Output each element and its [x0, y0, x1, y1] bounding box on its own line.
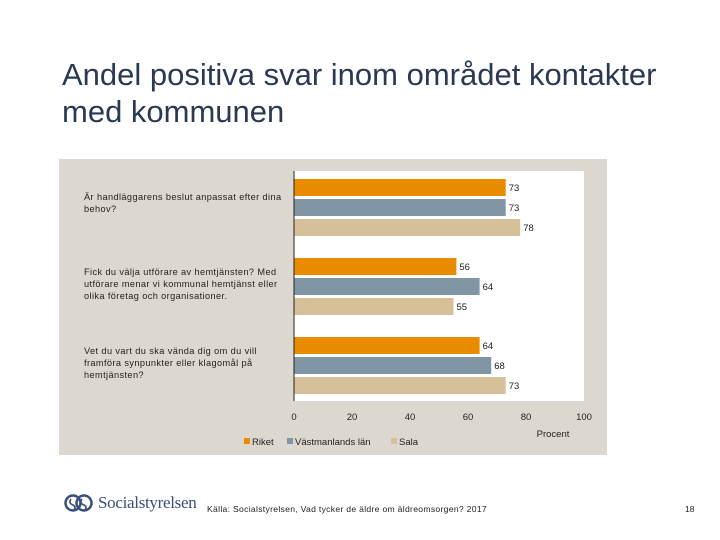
legend-swatch [391, 438, 397, 444]
data-label: 64 [483, 282, 494, 293]
category-label-2: Fick du välja utförare av hemtjänsten? M… [84, 267, 278, 301]
bar [294, 377, 506, 394]
bar [294, 278, 480, 295]
page-number: 18 [685, 504, 695, 514]
x-tick-label: 60 [463, 412, 474, 423]
bar [294, 258, 457, 275]
socialstyrelsen-logo: Socialstyrelsen [64, 490, 197, 516]
bar [294, 219, 521, 236]
legend-swatch [244, 438, 250, 444]
page-title: Andel positiva svar inom området kontakt… [62, 57, 657, 129]
x-tick-label: 100 [576, 412, 592, 423]
logo-emblem-icon [64, 494, 93, 512]
data-label: 73 [509, 183, 520, 194]
bar [294, 199, 506, 216]
x-axis-title: Procent [537, 429, 570, 440]
data-label: 68 [494, 361, 505, 372]
bar [294, 357, 492, 374]
legend-label: Västmanlands län [295, 437, 371, 448]
legend-label: Riket [252, 437, 274, 448]
bar [294, 179, 506, 196]
legend-swatch [287, 438, 293, 444]
source-note: Källa: Socialstyrelsen, Vad tycker de äl… [207, 504, 487, 514]
x-tick-label: 0 [291, 412, 296, 423]
data-label: 78 [523, 223, 534, 234]
chart-panel: Är handläggarens beslut anpassat efter d… [59, 159, 607, 455]
x-tick-label: 40 [405, 412, 416, 423]
category-label-3: Vet du vart du ska vända dig om du vill … [84, 346, 257, 380]
data-label: 64 [483, 341, 494, 352]
bar [294, 337, 480, 354]
bar [294, 298, 454, 315]
data-label: 73 [509, 381, 520, 392]
category-label-1: Är handläggarens beslut anpassat efter d… [84, 192, 282, 214]
data-label: 73 [509, 203, 520, 214]
data-label: 56 [459, 262, 470, 273]
legend-label: Sala [399, 437, 419, 448]
x-tick-label: 20 [347, 412, 358, 423]
x-tick-label: 80 [521, 412, 532, 423]
logo-text: Socialstyrelsen [98, 493, 197, 512]
data-label: 55 [457, 302, 468, 313]
